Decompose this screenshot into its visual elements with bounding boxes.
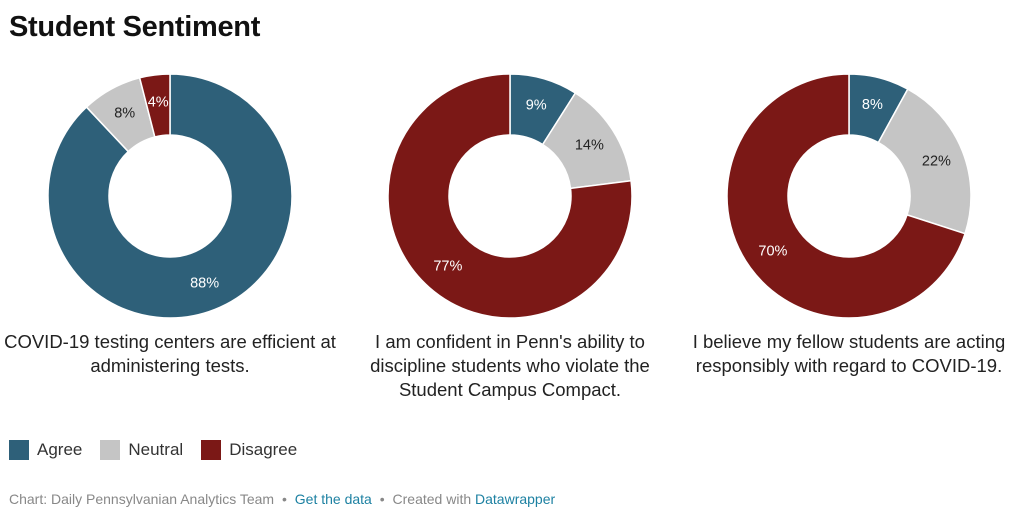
donut-panel-2: 9% 14% 77% I am confident in Penn's abilit… [340, 62, 680, 402]
legend-label-disagree: Disagree [229, 440, 298, 459]
donut-chart-3: 8% 22% 70% [726, 73, 972, 319]
donut-2-label-agree: 9% [526, 98, 547, 114]
donut-1-label-neutral: 8% [114, 106, 135, 122]
footer-created-with: Created with [392, 491, 472, 507]
footer-separator-1: • [281, 491, 287, 507]
legend-item-neutral: Neutral [100, 440, 183, 460]
legend-label-agree: Agree [37, 440, 83, 459]
get-the-data-link[interactable]: Get the data [294, 491, 372, 507]
legend-label-neutral: Neutral [128, 440, 184, 459]
chart-title: Student Sentiment [9, 11, 261, 43]
footer: Chart: Daily Pennsylvanian Analytics Tea… [9, 491, 555, 507]
legend-item-agree: Agree [9, 440, 82, 460]
donut-panel-3: 8% 22% 70% I believe my fellow students ar… [679, 62, 1019, 402]
donut-3-label-neutral: 22% [922, 153, 951, 169]
legend-swatch-agree [9, 440, 29, 460]
donut-3-slice-neutral [877, 88, 972, 235]
legend: Agree Neutral Disagree [9, 440, 315, 460]
donut-3-slice-disagree [726, 73, 966, 319]
footer-credit: Chart: Daily Pennsylvanian Analytics Tea… [9, 491, 275, 507]
donut-1-slice-agree [47, 73, 293, 319]
donut-chart-2: 9% 14% 77% [387, 73, 633, 319]
donut-2-label-neutral: 14% [575, 138, 604, 154]
legend-item-disagree: Disagree [201, 440, 297, 460]
donut-1-label-agree: 88% [190, 275, 219, 291]
datawrapper-link[interactable]: Datawrapper [475, 491, 556, 507]
donut-2-label-disagree: 77% [433, 259, 462, 275]
donut-3-label-agree: 8% [862, 97, 883, 113]
donut-chart-1: 88% 8% 4% [47, 73, 293, 319]
legend-swatch-disagree [201, 440, 222, 460]
donut-caption-1: COVID-19 testing centers are efficient a… [4, 331, 336, 376]
donut-3-label-disagree: 70% [758, 243, 787, 259]
donut-caption-2: I am confident in Penn's ability to disc… [370, 331, 650, 400]
donut-panel-1: 88% 8% 4% COVID-19 testing centers are eff… [0, 62, 340, 402]
donut-1-slice-disagree [138, 73, 171, 138]
footer-separator-2: • [379, 491, 385, 507]
donut-1-label-disagree: 4% [148, 95, 169, 111]
legend-swatch-neutral [100, 440, 121, 460]
donut-caption-3: I believe my fellow students are acting … [692, 331, 1006, 376]
donut-2-slice-disagree [387, 73, 633, 319]
